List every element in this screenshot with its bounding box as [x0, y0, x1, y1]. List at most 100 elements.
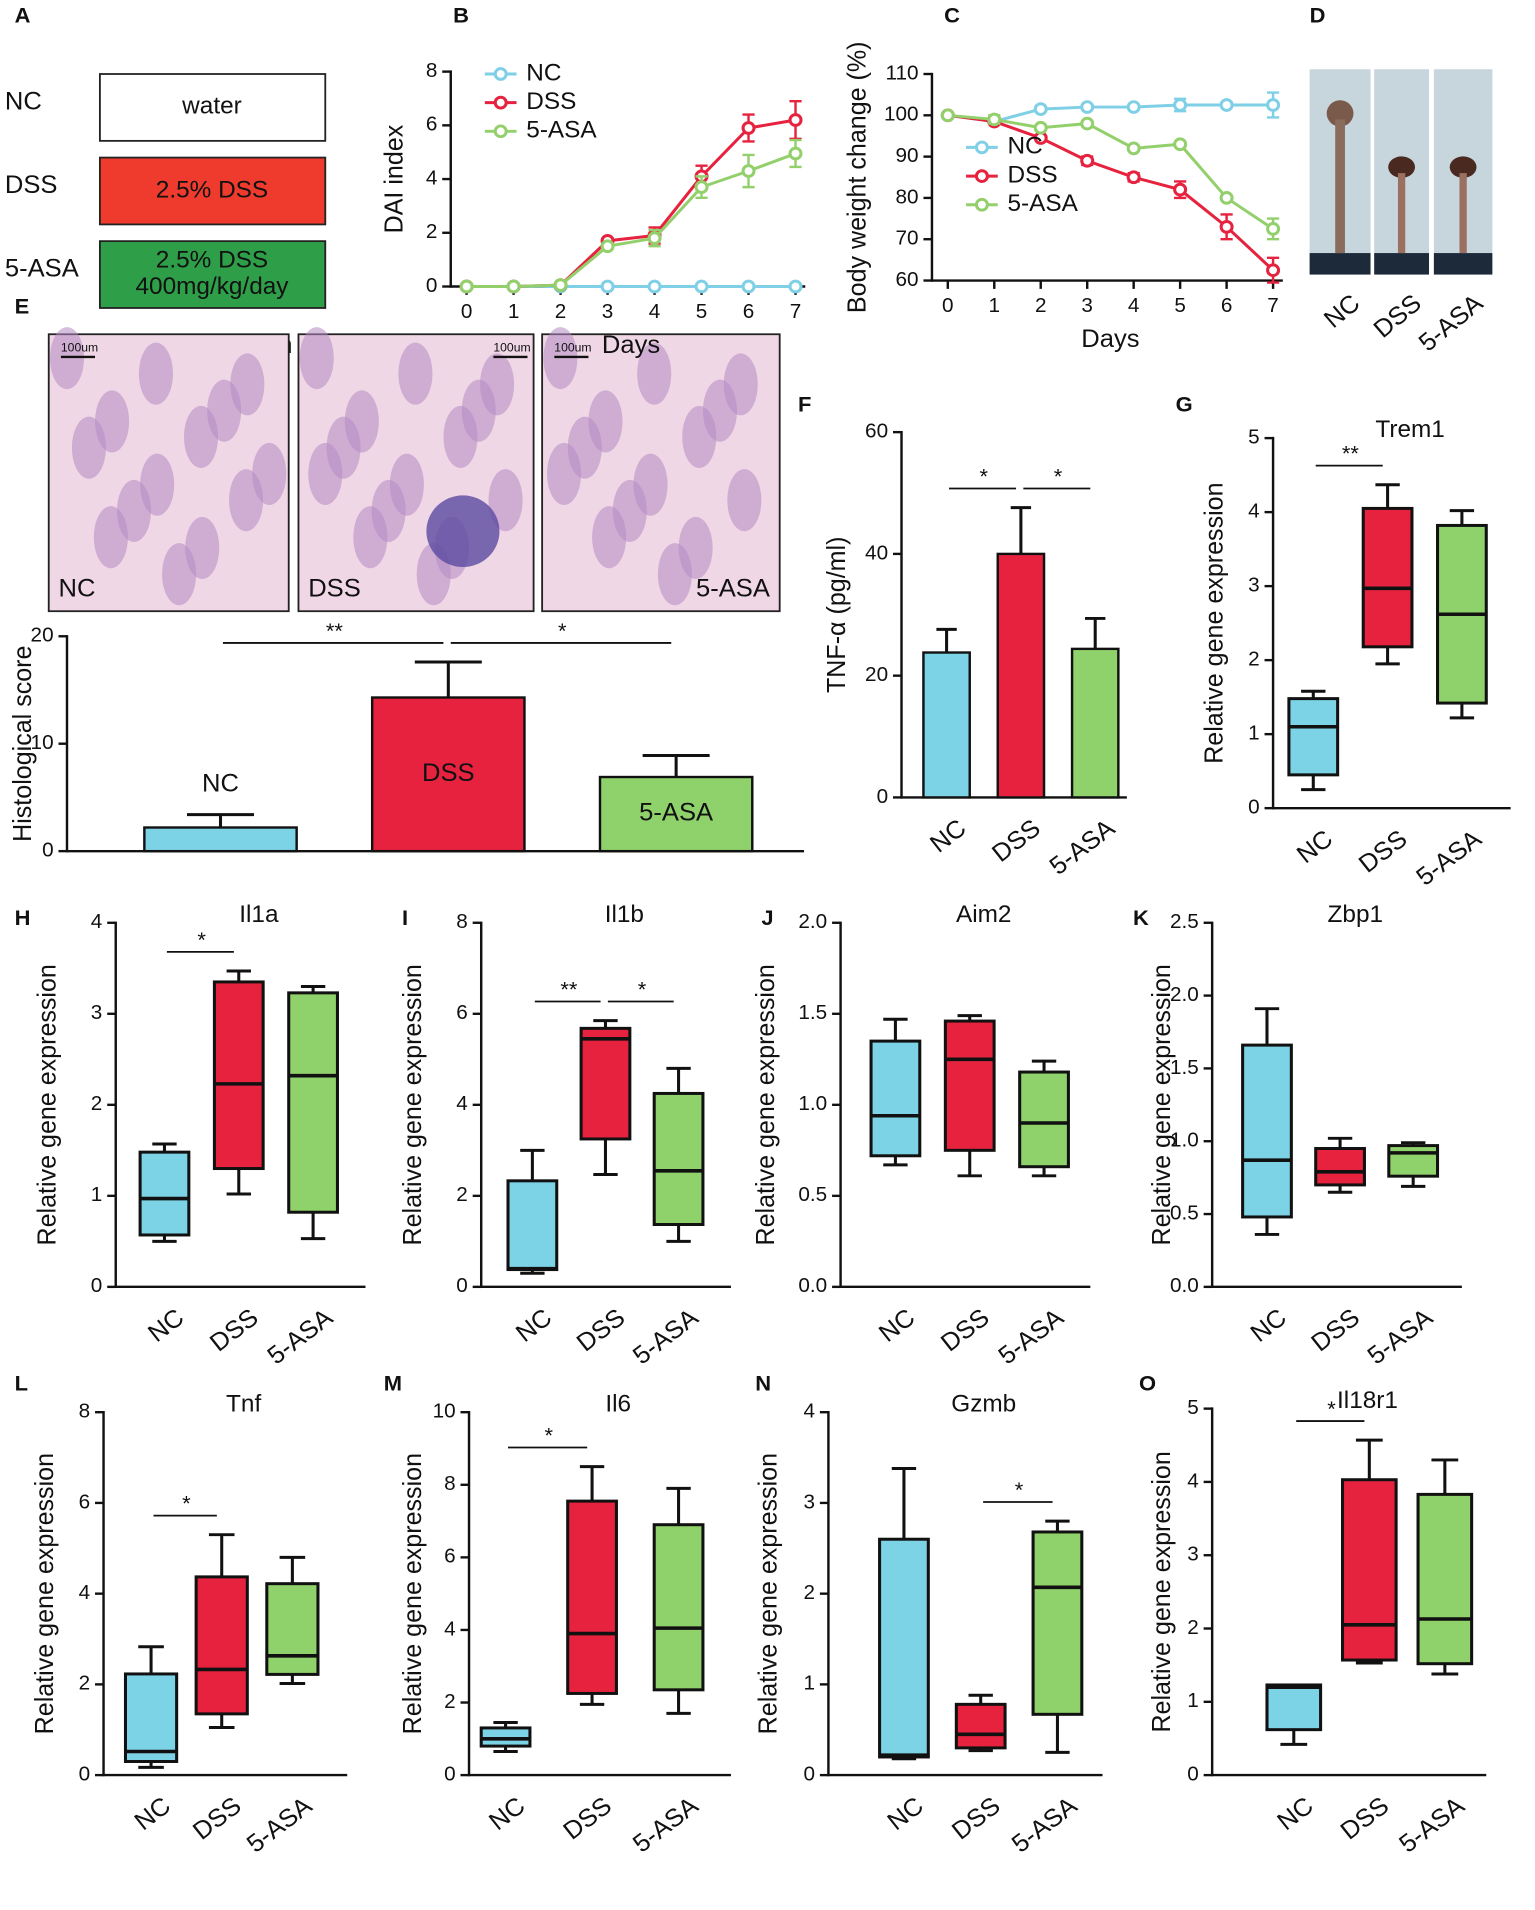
significance-label: *	[1327, 1396, 1336, 1421]
data-point	[1266, 263, 1281, 278]
colon	[1326, 100, 1354, 127]
box	[954, 1702, 1007, 1750]
legend-label: DSS	[526, 88, 576, 115]
panel-label: J	[761, 905, 773, 930]
scale-label: 100um	[61, 341, 98, 355]
treatment-box	[98, 156, 327, 226]
y-tick-label: 80	[896, 185, 919, 208]
legend-marker	[974, 169, 989, 183]
chart-title: Gzmb	[951, 1391, 1016, 1418]
significance-label: *	[545, 1423, 554, 1448]
chart-title: Il18r1	[1337, 1387, 1398, 1414]
category-label: NC	[484, 1792, 531, 1836]
significance-label: *	[182, 1491, 191, 1516]
chart-title: Tnf	[226, 1391, 261, 1418]
x-axis-label: Days	[1081, 325, 1139, 353]
y-tick-label: 2.0	[798, 910, 827, 933]
x-tick-label: 5	[696, 300, 708, 323]
whisker-low	[1045, 1714, 1070, 1754]
legend-label: 5-ASA	[526, 117, 597, 144]
panel-label: L	[15, 1371, 28, 1396]
category-label: DSS	[936, 1304, 995, 1358]
y-tick-label: 8	[444, 1472, 456, 1495]
whisker-low	[279, 1674, 306, 1685]
category-label: 5-ASA	[1007, 1792, 1083, 1858]
whisker-low	[1449, 703, 1475, 720]
tissue	[93, 506, 128, 569]
whisker-low	[226, 1168, 251, 1196]
image-label: 5-ASA	[696, 575, 770, 603]
x-tick-label: 0	[942, 294, 954, 317]
box	[1287, 697, 1340, 777]
legend-label: NC	[526, 60, 561, 87]
y-axis-label: Relative gene expression	[1200, 482, 1228, 763]
panel-label: E	[15, 294, 30, 319]
y-tick-label: 3	[91, 1001, 103, 1024]
x-tick-label: 2	[1035, 294, 1047, 317]
tissue	[138, 342, 173, 405]
data-point	[788, 113, 803, 127]
bar	[370, 696, 526, 853]
treatment-text: water	[181, 93, 242, 120]
box	[138, 1150, 191, 1237]
x-tick-label: 5	[1174, 294, 1186, 317]
series-line	[947, 113, 1274, 231]
y-tick-label: 10	[433, 1400, 456, 1423]
category-label: DSS	[558, 1792, 617, 1846]
category-label: 5-ASA	[993, 1304, 1069, 1370]
box	[1387, 1144, 1440, 1178]
box	[265, 1582, 320, 1676]
category-label: DSS	[987, 814, 1046, 868]
box	[1361, 506, 1414, 649]
y-axis-label: Relative gene expression	[399, 964, 427, 1245]
legend-marker	[493, 124, 508, 139]
error-bar	[187, 813, 255, 828]
y-tick-label: 4	[91, 910, 103, 933]
data-point	[1080, 116, 1095, 131]
y-tick-label: 5	[1248, 426, 1260, 449]
lymphoid	[426, 495, 500, 568]
bar	[598, 775, 754, 853]
y-tick-label: 5	[1187, 1396, 1199, 1419]
scale-label: 100um	[554, 341, 591, 355]
data-point	[553, 278, 568, 293]
legend-label: 5-ASA	[1007, 190, 1078, 217]
y-tick-label: 2	[79, 1672, 91, 1695]
category-label: NC	[202, 770, 239, 798]
category-label: NC	[882, 1792, 929, 1836]
box	[943, 1019, 996, 1152]
panel-label: C	[944, 3, 960, 28]
category-label: 5-ASA	[628, 1304, 704, 1370]
box	[123, 1672, 179, 1763]
y-tick-label: 8	[426, 59, 438, 82]
panel-label: F	[798, 392, 811, 417]
y-axis-label: Relative gene expression	[1148, 1451, 1176, 1732]
y-tick-label: 2	[1248, 648, 1260, 671]
colon	[1335, 119, 1345, 254]
panel-label: D	[1310, 3, 1326, 28]
tissue	[637, 342, 672, 405]
data-point	[788, 279, 803, 294]
significance-label: *	[638, 977, 647, 1002]
x-tick-label: 7	[790, 300, 802, 323]
y-axis-label: Relative gene expression	[399, 1453, 427, 1734]
category-label: 5-ASA	[639, 799, 713, 827]
tissue	[443, 405, 478, 468]
data-point	[940, 108, 955, 123]
whisker-high	[883, 1017, 908, 1042]
y-tick-label: 0	[1248, 796, 1260, 819]
data-point	[1173, 98, 1188, 112]
legend-label: DSS	[1007, 162, 1057, 189]
box	[287, 991, 339, 1214]
y-tick-label: 2	[1187, 1616, 1199, 1639]
y-tick-label: 0.0	[798, 1274, 827, 1297]
box	[579, 1026, 632, 1141]
legend-marker	[974, 140, 989, 155]
whisker-low	[1375, 646, 1400, 666]
legend-label: NC	[1007, 133, 1042, 160]
treatment-box	[98, 240, 327, 309]
data-point	[1219, 219, 1234, 234]
bar	[1070, 647, 1120, 799]
category-label: DSS	[947, 1792, 1006, 1846]
